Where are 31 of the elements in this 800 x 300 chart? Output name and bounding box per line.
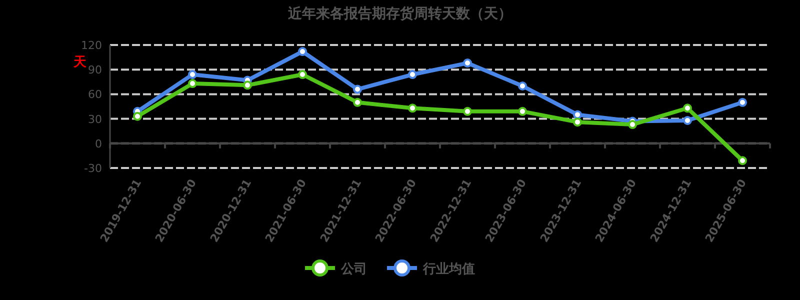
point: [188, 79, 197, 88]
point: [408, 70, 417, 80]
y-tick-label: 120: [81, 39, 102, 52]
legend-label: 行业均值: [422, 262, 475, 277]
point: [133, 112, 142, 121]
point: [628, 120, 637, 130]
legend-label: 公司: [340, 262, 367, 277]
point: [463, 106, 472, 116]
y-tick-label: 90: [88, 64, 102, 77]
point: [243, 80, 252, 90]
point: [738, 98, 747, 107]
point: [463, 58, 472, 68]
point: [353, 84, 362, 94]
point: [518, 106, 527, 116]
y-tick-label: -30: [84, 162, 102, 175]
point: [188, 70, 197, 80]
chart-title: 近年来各报告期存货周转天数（天）: [287, 5, 512, 22]
y-axis-title: 天: [72, 55, 88, 70]
point: [683, 116, 692, 125]
point: [298, 47, 307, 56]
point: [683, 104, 692, 113]
point: [408, 104, 417, 113]
point: [573, 118, 582, 127]
point: [738, 156, 747, 166]
y-tick-label: 30: [88, 112, 102, 126]
y-tick-label: 0: [95, 137, 102, 150]
point: [573, 110, 582, 120]
point: [518, 82, 527, 90]
point: [353, 98, 362, 107]
point: [298, 70, 307, 80]
y-tick-label: 60: [88, 88, 102, 102]
